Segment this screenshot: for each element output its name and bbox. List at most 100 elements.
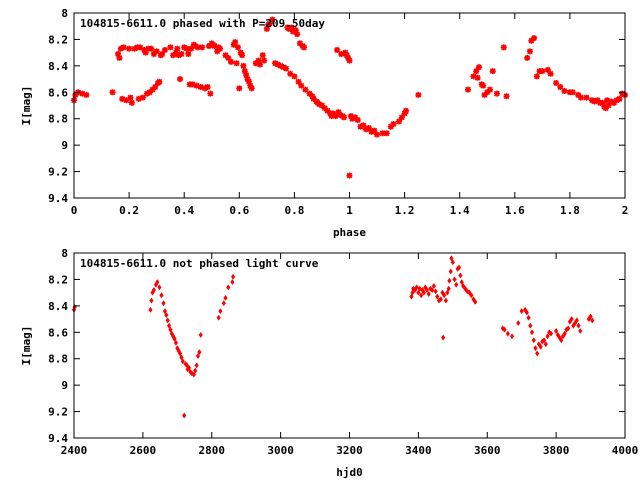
phased-data-point — [332, 113, 339, 120]
phased-data-point — [277, 62, 284, 69]
phased-data-point — [243, 72, 250, 79]
unphased-data-point — [450, 259, 455, 266]
phased-data-point — [177, 76, 184, 83]
phased-data-point — [328, 113, 335, 120]
phased-data-point — [236, 85, 243, 92]
phased-data-point — [142, 49, 149, 56]
phased-data-point — [583, 94, 590, 101]
phased-data-point — [280, 64, 287, 71]
unphased-data-point — [473, 298, 478, 305]
unphased-data-point — [531, 337, 536, 344]
phased-data-point — [225, 54, 232, 61]
phased-data-point — [144, 90, 151, 97]
phased-x-tick-label: 1.8 — [560, 204, 580, 217]
unphased-data-point — [230, 279, 235, 286]
phased-data-point — [252, 60, 259, 67]
phased-data-point — [531, 35, 538, 42]
phased-data-point — [248, 85, 255, 92]
phased-data-point — [233, 60, 240, 67]
unphased-data-point — [172, 335, 177, 342]
phased-data-point — [222, 52, 229, 59]
phased-data-point — [342, 49, 349, 56]
phased-data-point — [346, 172, 353, 179]
phased-data-point — [274, 61, 281, 68]
unphased-data-point — [541, 337, 547, 344]
phased-data-point — [197, 84, 204, 90]
phased-data-point — [237, 49, 244, 56]
phased-data-point — [207, 90, 214, 97]
phased-data-point — [387, 123, 394, 130]
phased-data-point — [167, 44, 174, 51]
phased-data-point — [141, 47, 148, 53]
unphased-data-point — [445, 289, 450, 296]
phased-data-point — [181, 44, 188, 51]
phased-data-point — [199, 44, 206, 51]
phased-data-point — [610, 99, 617, 106]
phased-data-point — [371, 127, 378, 134]
unphased-data-point — [194, 362, 199, 369]
unphased-data-point — [543, 341, 548, 348]
unphased-data-point — [433, 288, 438, 295]
unphased-data-point — [149, 297, 154, 304]
phased-data-point — [340, 114, 347, 121]
phased-data-point — [150, 50, 157, 57]
phased-data-point — [539, 68, 546, 75]
phased-data-point — [616, 95, 623, 102]
unphased-data-point — [446, 285, 451, 292]
phased-data-point — [310, 95, 317, 102]
phased-data-point — [569, 89, 576, 96]
unphased-data-point — [218, 308, 223, 315]
unphased-data-point — [198, 331, 203, 338]
phased-data-point — [172, 49, 179, 56]
phased-y-tick-label: 9.2 — [48, 166, 68, 179]
unphased-y-tick-label: 8.8 — [48, 353, 68, 366]
phased-data-point — [294, 31, 301, 38]
phased-data-point — [183, 45, 190, 52]
unphased-data-point — [193, 367, 198, 374]
unphased-tick-labels: 2400 2600 2800 3000 3200 3400 3600 3800 4000 8 8.2… — [48, 247, 638, 457]
phased-data-point — [613, 97, 620, 104]
phased-data-point — [170, 52, 177, 59]
phased-data-point — [137, 44, 144, 51]
phased-data-point — [263, 25, 270, 32]
phased-data-point — [524, 54, 531, 61]
phased-tick-labels: 0 0.2 0.4 0.6 0.8 1 1.2 1.4 1.6 1.8 2 8 8.2 8.4 8.6 8.8… — [48, 7, 628, 217]
unphased-data-point — [554, 327, 559, 335]
phased-data-point — [345, 54, 352, 61]
phased-data-point — [247, 82, 254, 89]
phased-data-point — [493, 90, 500, 97]
unphased-data-point — [566, 325, 571, 332]
unphased-data-point — [454, 281, 459, 288]
phased-y-tick-label: 8.6 — [48, 86, 68, 99]
unphased-data-point — [545, 333, 550, 340]
phased-data-point — [575, 91, 582, 98]
phased-data-point — [285, 25, 292, 32]
phased-data-point — [152, 84, 159, 90]
phased-data-point — [119, 95, 126, 102]
unphased-data-point — [535, 350, 540, 357]
phased-data-point — [533, 73, 540, 80]
phased-data-point — [309, 93, 316, 100]
phased-data-point — [604, 97, 611, 104]
phased-x-tick-label: 1.6 — [505, 204, 525, 217]
phased-data-point — [204, 84, 211, 90]
unphased-data-point — [221, 300, 226, 307]
phased-data-point — [128, 99, 135, 106]
phased-data-point — [288, 24, 295, 31]
unphased-axis-ticks — [73, 252, 626, 439]
unphased-data-point — [569, 316, 574, 323]
phased-data-point — [161, 47, 168, 53]
phased-data-point — [346, 57, 353, 64]
phased-data-point — [228, 58, 235, 65]
unphased-data-point — [410, 289, 415, 296]
unphased-data-point — [505, 330, 511, 337]
unphased-data-point — [509, 333, 515, 340]
unphased-data-point — [230, 273, 236, 280]
phased-data-point — [354, 117, 361, 124]
phased-data-point — [296, 40, 303, 47]
unphased-data-point — [519, 308, 524, 315]
phased-data-point — [329, 110, 336, 117]
phased-data-point — [188, 45, 195, 52]
phased-data-point — [205, 43, 212, 50]
